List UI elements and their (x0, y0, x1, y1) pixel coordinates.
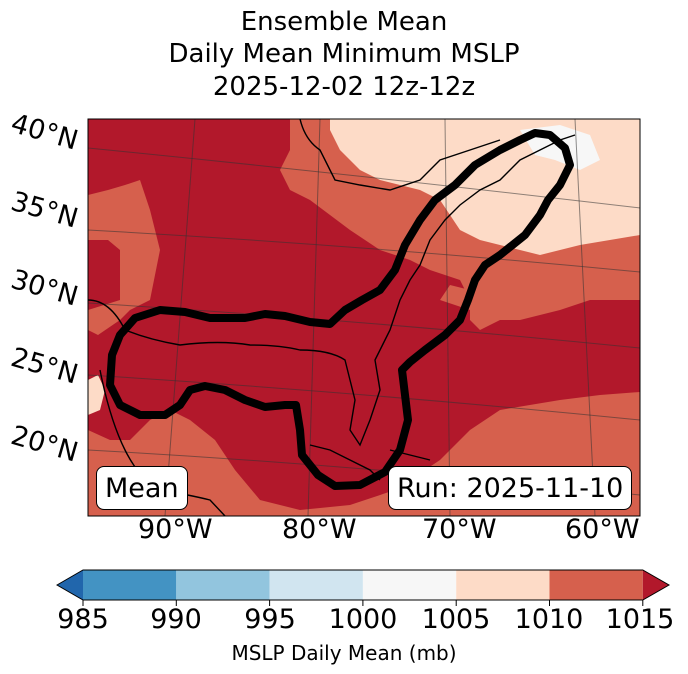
cbar-tick-995: 995 (244, 604, 296, 635)
cbar-tick-990: 990 (150, 604, 202, 635)
lon-label-90: 90°W (138, 514, 213, 545)
cbar-seg-1000 (362, 570, 457, 600)
cbar-seg-1010 (549, 570, 643, 600)
run-label-box: Run: 2025-11-10 (388, 466, 633, 510)
cbar-extend-high (642, 570, 669, 600)
title-line-1: Ensemble Mean (240, 7, 448, 37)
cbar-tick-985: 985 (57, 604, 109, 635)
cbar-tick-1005: 1005 (421, 604, 491, 635)
cbar-extend-low (57, 570, 83, 600)
field-1000-1005-w (88, 375, 105, 415)
cbar-seg-990 (176, 570, 270, 600)
title-line-2: Daily Mean Minimum MSLP (168, 39, 520, 69)
cbar-tick-1000: 1000 (328, 604, 398, 635)
lon-label-60: 60°W (565, 514, 640, 545)
cbar-seg-985 (83, 570, 177, 600)
lon-label-70: 70°W (422, 514, 497, 545)
cbar-seg-1005 (456, 570, 550, 600)
lon-label-80: 80°W (282, 514, 357, 545)
mean-label-box: Mean (96, 466, 188, 510)
title-line-3: 2025-12-02 12z-12z (212, 72, 476, 102)
colorbar-title: MSLP Daily Mean (mb) (231, 641, 457, 665)
cbar-seg-995 (269, 570, 363, 600)
map-frame (87, 118, 641, 517)
field-1005-1010-sw (88, 180, 160, 335)
cbar-tick-1015: 1015 (605, 604, 675, 635)
mslp-contour (106, 129, 574, 490)
cbar-tick-1010: 1010 (514, 604, 584, 635)
cbar-ticks (82, 600, 644, 606)
